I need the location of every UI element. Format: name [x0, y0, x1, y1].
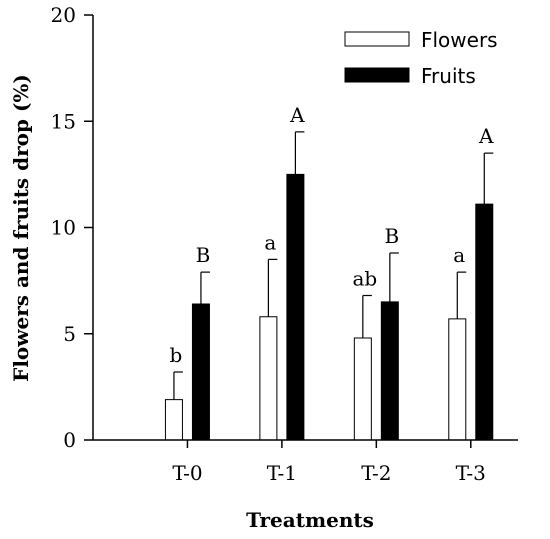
bar-fruits — [191, 303, 210, 441]
y-tick-label: 20 — [51, 3, 76, 27]
significance-label: a — [453, 243, 465, 267]
legend-label-fruits: Fruits — [421, 64, 476, 88]
y-tick-label: 10 — [51, 216, 76, 240]
y-tick-label: 5 — [63, 322, 76, 346]
bar-fruits — [475, 203, 494, 441]
significance-label: B — [384, 224, 399, 248]
y-tick-label: 0 — [63, 428, 76, 452]
x-tick-label: T-2 — [361, 461, 391, 485]
y-tick-label: 15 — [51, 109, 76, 133]
y-axis-title: Flowers and fruits drop (%) — [9, 74, 33, 382]
significance-label: a — [264, 230, 276, 254]
x-tick-label: T-0 — [172, 461, 202, 485]
bar-fruits — [286, 173, 305, 441]
significance-label: b — [170, 343, 183, 367]
legend-swatch-fruits — [344, 67, 410, 83]
x-tick-label: T-3 — [456, 461, 486, 485]
significance-label: ab — [352, 267, 377, 291]
significance-label: A — [289, 103, 305, 127]
significance-label: B — [196, 243, 211, 267]
legend-swatch-flowers — [344, 31, 410, 47]
bar-flowers — [259, 316, 278, 441]
bar-flowers — [353, 337, 372, 441]
legend-label-flowers: Flowers — [421, 28, 498, 52]
bar-flowers — [448, 318, 467, 441]
legend: Flowers Fruits — [344, 28, 498, 88]
x-tick-label: T-1 — [267, 461, 297, 485]
bar-flowers — [164, 399, 183, 441]
significance-label: A — [478, 124, 494, 148]
x-axis-title: Treatments — [246, 508, 374, 532]
bar-fruits — [380, 301, 399, 441]
